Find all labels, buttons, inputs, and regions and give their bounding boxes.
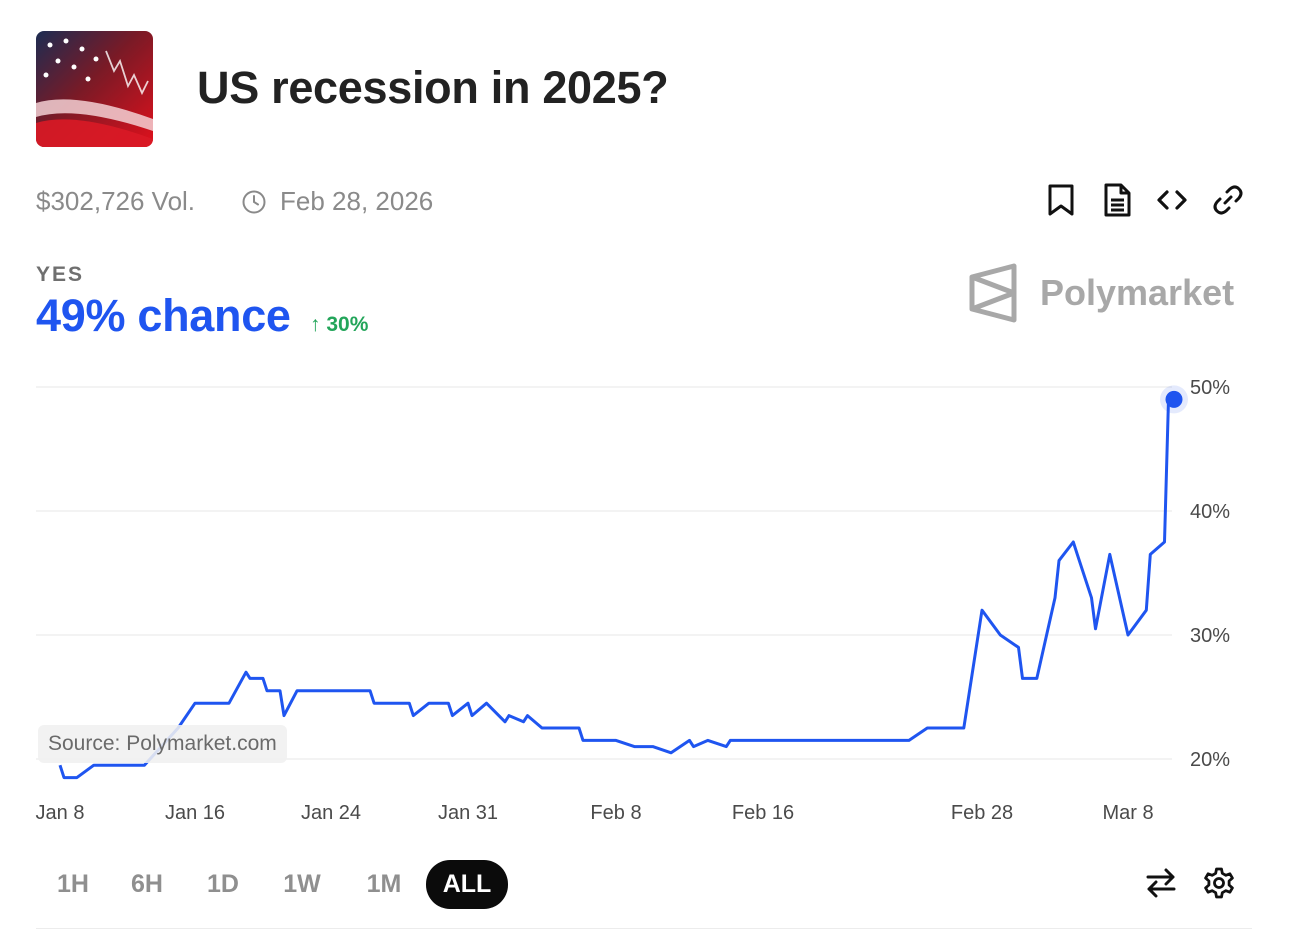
timeframe-6h[interactable]: 6H: [131, 870, 163, 898]
y-tick-label: 50%: [1190, 377, 1230, 399]
market-thumbnail: [36, 31, 153, 147]
x-tick-label: Mar 8: [1102, 802, 1153, 824]
link-icon[interactable]: [1210, 182, 1246, 218]
y-tick-label: 20%: [1190, 749, 1230, 771]
swap-arrows-icon[interactable]: [1144, 866, 1178, 900]
x-tick-label: Feb 28: [951, 802, 1013, 824]
clock-icon: [242, 190, 266, 214]
timeframe-1d[interactable]: 1D: [207, 870, 239, 898]
arrow-up-icon: ↑: [310, 313, 321, 336]
timeframe-1w[interactable]: 1W: [283, 870, 321, 898]
brand-name: Polymarket: [1040, 272, 1235, 313]
bookmark-icon[interactable]: [1043, 182, 1079, 218]
y-tick-label: 30%: [1190, 625, 1230, 647]
x-tick-label: Jan 24: [301, 802, 361, 824]
chance-change: ↑ 30%: [310, 313, 368, 337]
price-history-chart: 20% 30% 40% 50% Jan 8 Jan 16 Jan 24 Jan 31 Feb 8…: [36, 377, 1231, 824]
market-title: US recession in 2025?: [197, 62, 669, 113]
outcome-label: YES: [36, 263, 85, 286]
timeframe-1h[interactable]: 1H: [57, 870, 89, 898]
polymarket-logo-icon: [969, 263, 1017, 323]
source-label: Source: Polymarket.com: [38, 725, 287, 763]
x-tick-label: Feb 16: [732, 802, 794, 824]
timeframe-all[interactable]: ALL: [426, 860, 508, 909]
timeframe-1m[interactable]: 1M: [366, 870, 402, 898]
bottom-divider: [36, 928, 1252, 929]
x-tick-label: Jan 31: [438, 802, 498, 824]
x-tick-label: Feb 8: [590, 802, 641, 824]
last-point-marker: [1165, 390, 1183, 408]
x-tick-label: Jan 8: [36, 802, 85, 824]
chance-change-value: 30%: [326, 313, 369, 336]
document-icon[interactable]: [1099, 182, 1135, 218]
volume-text: $302,726 Vol.: [36, 186, 196, 216]
series-line-yes: [58, 399, 1170, 780]
settings-gear-icon[interactable]: [1202, 866, 1236, 900]
end-date-text: Feb 28, 2026: [280, 186, 434, 216]
last-point-halo: [1160, 385, 1188, 414]
x-tick-label: Jan 16: [165, 802, 225, 824]
embed-code-icon[interactable]: [1154, 182, 1190, 218]
chance-value: 49% chance: [36, 290, 291, 341]
y-tick-label: 40%: [1190, 501, 1230, 523]
